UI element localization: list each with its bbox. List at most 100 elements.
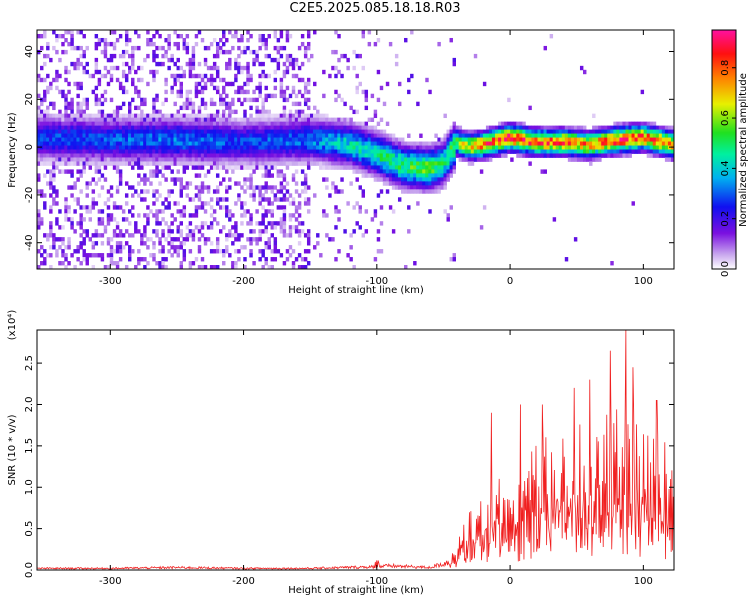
spectrogram-cell	[355, 85, 359, 91]
spectrogram-cell	[140, 101, 144, 107]
spectrogram-cell	[473, 153, 478, 158]
spectrogram-cell	[106, 81, 111, 87]
spectrogram-cell	[134, 189, 138, 194]
spectrogram-cell	[182, 209, 187, 214]
spectrogram-cell	[131, 249, 135, 254]
spectrogram-cell	[306, 121, 311, 126]
spectrogram-cell	[49, 181, 53, 186]
spectrogram-cell	[64, 77, 68, 83]
spectrogram-cell	[334, 129, 338, 134]
spectrogram-cell	[449, 141, 453, 146]
spectrogram-cell	[440, 177, 444, 182]
spectrogram-cell	[46, 149, 50, 154]
spectrogram-cell	[82, 257, 86, 262]
spectrogram-cell	[337, 125, 341, 130]
spectrogram-cell	[176, 125, 180, 130]
spectrogram-cell	[306, 33, 311, 39]
spectrogram-cell	[264, 73, 268, 79]
spectrogram-cell	[555, 153, 560, 158]
spectrogram-cell	[237, 257, 241, 262]
spectrogram-cell	[37, 161, 41, 166]
spectrogram-cell	[592, 153, 596, 158]
spectrogram-cell	[355, 129, 359, 134]
spectrogram-cell	[422, 141, 426, 146]
spectrogram-cell	[234, 30, 238, 35]
spectrogram-cell	[576, 133, 581, 138]
spectrogram-cell	[407, 89, 411, 95]
spectrogram-cell	[255, 129, 259, 134]
spectrogram-cell	[303, 129, 308, 134]
spectrogram-cell	[112, 149, 117, 154]
spectrogram-cell	[146, 125, 150, 130]
spectrogram-cell	[158, 261, 162, 266]
spectrogram-cell	[331, 49, 335, 55]
spectrogram-cell	[446, 153, 450, 158]
spectrogram-cell	[225, 209, 229, 214]
spectrogram-cell	[155, 137, 159, 142]
spectrogram-cell	[334, 209, 338, 214]
spectrogram-cell	[46, 105, 50, 111]
spectrogram-cell	[109, 41, 114, 47]
spectrogram-cell	[352, 149, 356, 154]
spectrogram-cell	[664, 145, 669, 150]
spectrogram-cell	[149, 117, 153, 123]
spectrogram-cell	[452, 169, 456, 174]
spectrogram-cell	[294, 137, 299, 142]
spectrogram-cell	[273, 149, 278, 154]
spectrogram-cell	[231, 169, 235, 174]
spectrogram-cell	[322, 157, 326, 162]
spectrogram-cell	[200, 133, 205, 138]
spectrogram-cell	[124, 241, 129, 246]
spectrogram-cell	[212, 189, 217, 194]
spectrogram-cell	[131, 213, 135, 218]
spectrogram-cell	[410, 181, 414, 186]
spectrogram-cell	[203, 81, 208, 87]
spectrogram-cell	[161, 101, 165, 107]
spectrogram-cell	[55, 141, 59, 146]
spectrogram-cell	[276, 169, 281, 174]
spectrogram-cell	[76, 45, 80, 51]
spectrogram-cell	[118, 81, 123, 87]
spectrogram-cell	[103, 125, 108, 130]
spectrogram-cell	[206, 201, 211, 206]
spectrogram-cell	[179, 89, 183, 95]
spectrogram-cell	[655, 153, 660, 158]
spectrogram-cell	[306, 229, 311, 234]
spectrogram-cell	[188, 181, 193, 186]
spectrogram-cell	[191, 145, 196, 150]
spectrogram-cell	[598, 137, 602, 142]
spectrogram-cell	[61, 113, 65, 119]
spectrogram-cell	[234, 181, 238, 186]
spectrogram-cell	[534, 141, 538, 146]
spectrogram-cell	[279, 185, 284, 190]
spectrogram-cell	[258, 221, 262, 226]
spectrogram-cell	[234, 201, 238, 206]
spectrogram-cell	[167, 241, 171, 246]
spectrogram-cell	[361, 145, 365, 150]
spectrogram-cell	[200, 161, 205, 166]
spectrogram-cell	[146, 41, 150, 47]
spectrogram-cell	[200, 233, 205, 238]
spectrogram-cell	[258, 193, 262, 198]
spectrogram-cell	[64, 209, 68, 214]
spectrogram-cell	[219, 125, 223, 130]
spectrogram-cell	[91, 245, 96, 250]
spectrogram-cell	[225, 49, 229, 55]
spectrogram-cell	[300, 181, 305, 186]
spectrogram-cell	[37, 49, 41, 55]
spectrogram-cell	[146, 117, 150, 123]
spectrogram-cell	[206, 121, 211, 126]
spectrogram-cell	[570, 149, 575, 154]
spectrogram-cell	[303, 153, 308, 158]
spectrogram-cell	[303, 249, 308, 254]
spectrogram-cell	[225, 93, 229, 99]
spectrogram-cell	[264, 53, 268, 59]
spectrogram-cell	[231, 149, 235, 154]
spectrogram-cell	[79, 213, 83, 218]
spectrogram-cell	[97, 157, 102, 162]
spectrogram-cell	[231, 45, 235, 51]
spectrogram-cell	[364, 93, 369, 99]
spectrogram-cell	[49, 149, 53, 154]
spectrogram-cell	[294, 209, 299, 214]
spectrogram-cell	[349, 141, 353, 146]
